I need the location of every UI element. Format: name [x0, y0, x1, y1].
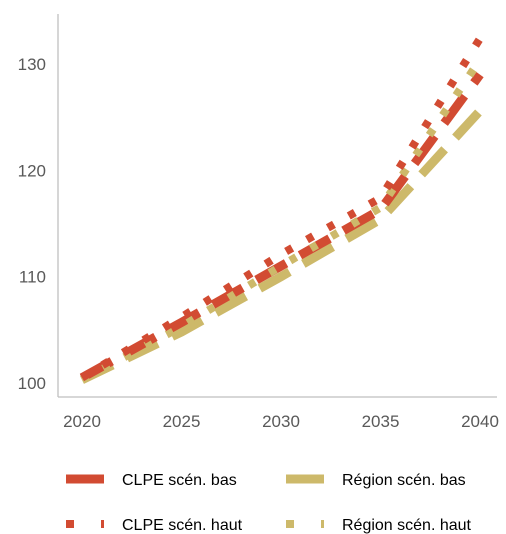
legend-label-clpe-sc-n-haut: CLPE scén. haut: [122, 517, 243, 534]
x-tick-label-2035: 2035: [362, 412, 400, 431]
x-tick-label-2025: 2025: [163, 412, 201, 431]
series-line-clpe-sc-n-haut: [79, 36, 484, 382]
series-line-clpe-sc-n-bas: [79, 71, 484, 382]
axes: [57, 14, 497, 398]
y-tick-label-120: 120: [18, 161, 46, 180]
x-tick-label-2030: 2030: [262, 412, 300, 431]
legend-label-r-gion-sc-n-bas: Région scén. bas: [342, 472, 466, 489]
x-tick-label-2040: 2040: [461, 412, 499, 431]
x-tick-label-2020: 2020: [63, 412, 101, 431]
y-tick-label-110: 110: [19, 268, 46, 287]
series-line-r-gion-sc-n-haut: [80, 57, 484, 384]
y-tick-label-130: 130: [18, 55, 46, 74]
plot-area: [79, 36, 484, 384]
legend: CLPE scén. bas Région scén. bas CLPE scén.…: [66, 472, 472, 534]
legend-label-r-gion-sc-n-haut: Région scén. haut: [342, 517, 472, 534]
y-tick-label-100: 100: [18, 374, 46, 393]
x-tick-labels: 2020 2025 2030 2035 2040: [63, 412, 499, 431]
y-tick-labels: 100 110 120 130: [18, 55, 46, 393]
legend-label-clpe-sc-n-bas: CLPE scén. bas: [122, 472, 237, 489]
